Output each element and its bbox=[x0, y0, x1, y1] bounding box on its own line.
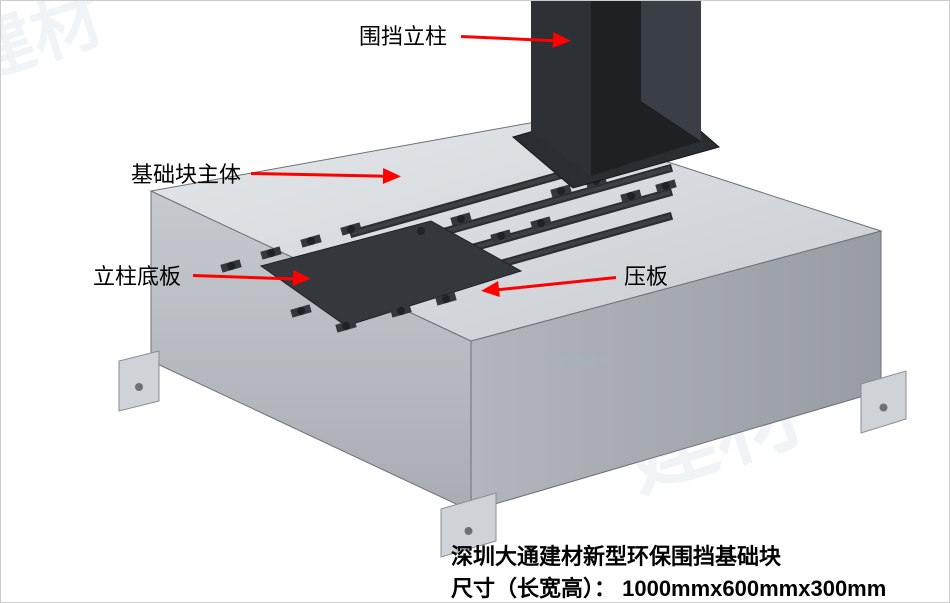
caption-line-2: 尺寸（长宽高）： 1000mmx600mmx300mm bbox=[451, 571, 886, 603]
brand-watermark: 大通建材® bbox=[541, 353, 608, 369]
arrow-head-post bbox=[553, 32, 572, 49]
arrow-head-pressplate bbox=[480, 281, 500, 299]
label-post: 围挡立柱 bbox=[359, 19, 447, 51]
label-pressplate: 压板 bbox=[624, 259, 668, 291]
arrow-head-body bbox=[383, 168, 401, 184]
label-baseplate: 立柱底板 bbox=[93, 259, 181, 291]
caption-line-1: 深圳大通建材新型环保围挡基础块 bbox=[451, 539, 781, 571]
diagram-canvas: 建材 建材 bbox=[0, 0, 950, 603]
foundation-diagram: 大通建材® bbox=[1, 1, 950, 603]
arrow-head-baseplate bbox=[293, 270, 312, 287]
label-body: 基础块主体 bbox=[131, 157, 241, 189]
